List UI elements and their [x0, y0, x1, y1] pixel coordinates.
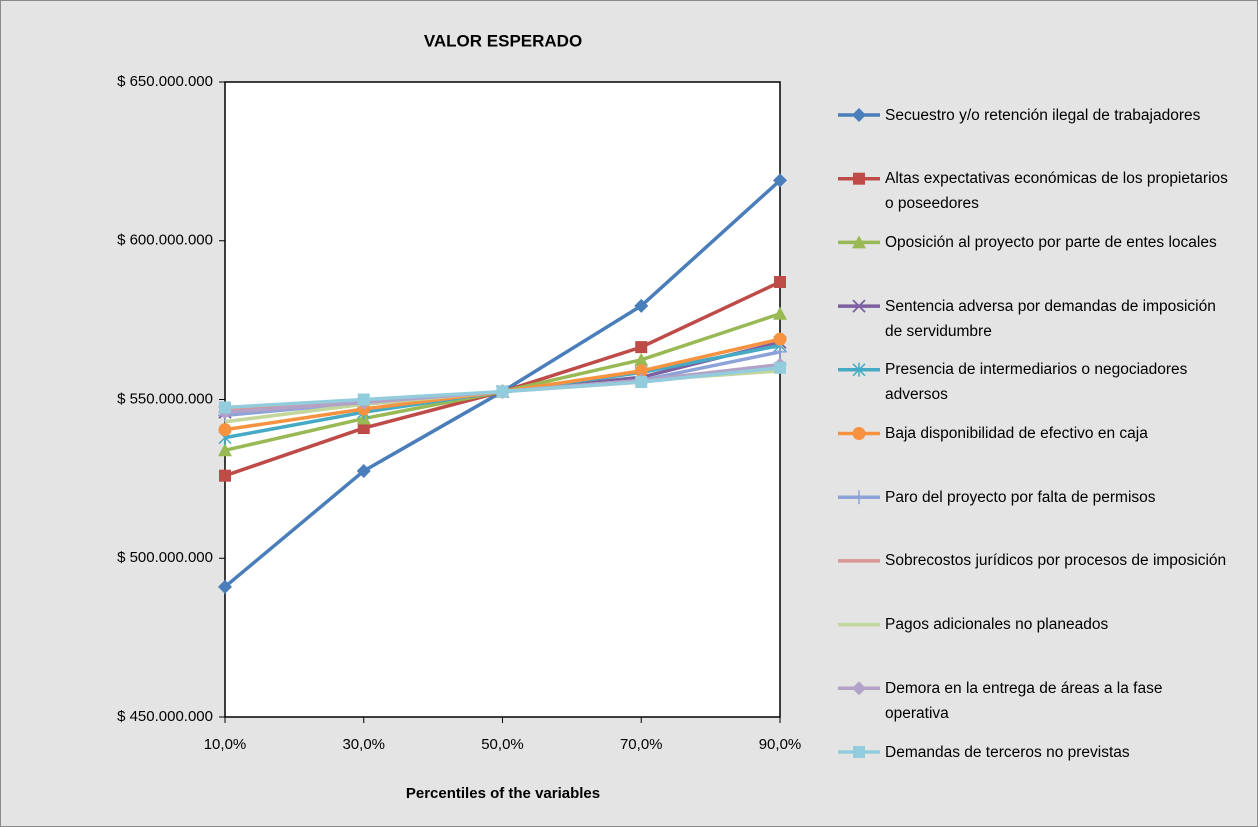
legend-marker — [852, 299, 866, 313]
data-point — [774, 361, 786, 374]
y-tick-label: $ 600.000.000 — [117, 232, 213, 249]
legend-label: Demandas de terceros no previstas — [885, 743, 1130, 761]
legend-label: Presencia de intermediarios o negociador… — [885, 361, 1188, 404]
x-tick-label: 50,0% — [481, 736, 524, 753]
data-point — [218, 443, 232, 457]
legend-label: Paro del proyecto por falta de permisos — [885, 488, 1156, 506]
legend-marker — [852, 235, 866, 249]
data-point — [496, 385, 509, 398]
data-point — [218, 423, 232, 437]
x-tick-label: 70,0% — [620, 736, 663, 753]
y-tick-label: $ 500.000.000 — [117, 549, 213, 566]
x-tick-label: 30,0% — [342, 736, 385, 753]
plot-area — [224, 81, 781, 718]
data-point — [219, 401, 231, 414]
legend-marker — [853, 172, 865, 185]
legend-marker — [852, 490, 866, 505]
chart-title: VALOR ESPERADO — [424, 31, 582, 50]
data-point — [773, 173, 787, 188]
legend-label: Pagos adicionales no planeados — [885, 616, 1109, 634]
y-tick-label: $ 650.000.000 — [117, 73, 213, 90]
data-point — [773, 306, 787, 320]
data-point — [634, 298, 649, 313]
legend-marker — [852, 681, 866, 696]
data-point — [773, 344, 787, 359]
legend-label: Altas expectativas económicas de los pro… — [885, 170, 1228, 213]
data-point — [635, 341, 648, 354]
data-point — [218, 579, 232, 594]
data-point — [356, 463, 371, 478]
data-point — [773, 332, 787, 346]
data-point — [774, 276, 786, 289]
data-point — [357, 393, 370, 406]
data-point — [634, 364, 648, 378]
legend-marker — [852, 362, 866, 377]
y-tick-label: $ 450.000.000 — [117, 708, 213, 725]
legend-label: Sobrecostos jurídicos por procesos de im… — [885, 552, 1227, 570]
y-tick-label: $ 550.000.000 — [117, 390, 213, 407]
x-tick-label: 90,0% — [759, 736, 802, 753]
legend-label: Oposición al proyecto por parte de entes… — [885, 233, 1217, 251]
legend-marker — [852, 108, 866, 122]
data-point — [634, 352, 649, 366]
legend-label: Baja disponibilidad de efectivo en caja — [885, 425, 1148, 442]
legend-label: Demora en la entrega de áreas a la fase … — [885, 679, 1163, 722]
data-point — [219, 469, 231, 482]
data-point — [635, 376, 648, 389]
legend-label: Secuestro y/o retención ilegal de trabaj… — [885, 106, 1201, 124]
legend-label: Sentencia adversa por demandas de imposi… — [885, 297, 1216, 340]
legend-marker — [852, 427, 866, 440]
x-tick-label: 10,0% — [204, 736, 247, 753]
data-point — [357, 422, 370, 435]
x-axis-title: Percentiles of the variables — [406, 785, 600, 802]
legend-marker — [853, 746, 865, 758]
